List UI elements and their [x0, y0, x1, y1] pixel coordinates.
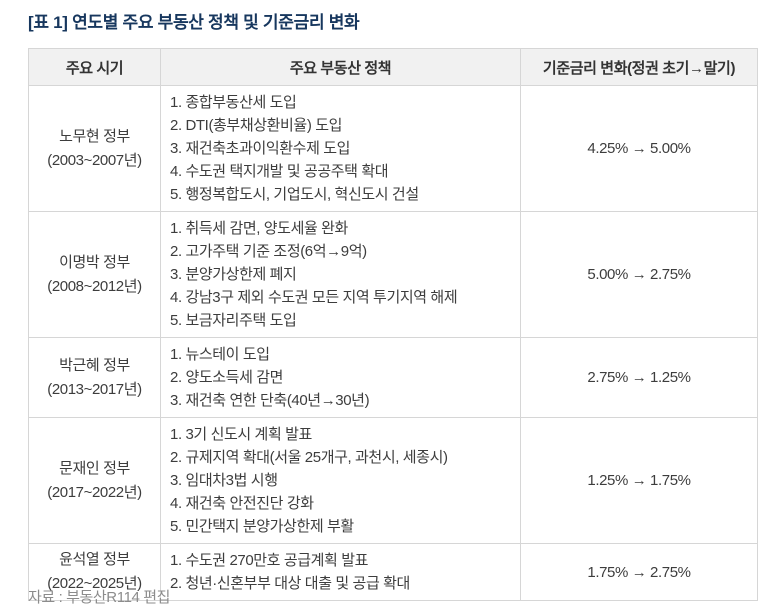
- table-header: 주요 시기 주요 부동산 정책 기준금리 변화(정권 초기→말기): [28, 48, 758, 86]
- period-name: 이명박 정부: [59, 253, 130, 271]
- policy-item: 5. 민간택지 분양가상한제 부활: [170, 518, 354, 535]
- rate-change-cell: 2.75% → 1.25%: [520, 337, 758, 418]
- period-name: 윤석열 정부: [59, 551, 130, 568]
- policy-item: 1. 3기 신도시 계획 발표: [170, 426, 312, 443]
- policies-cell: 1. 취득세 감면, 양도세율 완화 2. 고가주택 기준 조정(6억→9억) 3.…: [160, 211, 521, 338]
- policy-item: 1. 수도권 270만호 공급계획 발표: [170, 552, 369, 569]
- source-note: 자료 : 부동산R114 편집: [28, 589, 171, 606]
- policy-item: 2. 양도소득세 감면: [170, 369, 284, 386]
- policy-item: 5. 보금자리주택 도입: [170, 312, 297, 329]
- period-years: (2022~2025년): [47, 575, 142, 592]
- policy-item: 3. 임대차3법 시행: [170, 472, 278, 489]
- policy-item: 2. 고가주택 기준 조정(6억→9억): [170, 243, 367, 260]
- table-row: 이명박 정부 (2008~2012년) 1. 취득세 감면, 양도세율 완화 2.…: [28, 211, 758, 338]
- policies-cell: 1. 뉴스테이 도입 2. 양도소득세 감면 3. 재건축 연한 단축(40년→30…: [160, 337, 521, 418]
- period-years: (2013~2017년): [47, 380, 142, 398]
- table-row: 박근혜 정부 (2013~2017년) 1. 뉴스테이 도입 2. 양도소득세 감…: [28, 337, 758, 418]
- period-cell: 이명박 정부 (2008~2012년): [28, 211, 161, 338]
- table-row: 문재인 정부 (2017~2022년) 1. 3기 신도시 계획 발표 2. 규제…: [28, 417, 758, 544]
- table-row: 노무현 정부 (2003~2007년) 1. 종합부동산세 도입 2. DTI(총…: [28, 85, 758, 212]
- policy-rate-table: 주요 시기 주요 부동산 정책 기준금리 변화(정권 초기→말기) 노무현 정부…: [28, 48, 758, 601]
- period-years: (2003~2007년): [47, 151, 142, 169]
- policy-item: 3. 재건축초과이익환수제 도입: [170, 140, 351, 157]
- policy-item: 4. 수도권 택지개발 및 공공주택 확대: [170, 163, 389, 180]
- table-row: 윤석열 정부 (2022~2025년) 1. 수도권 270만호 공급계획 발표…: [28, 543, 758, 601]
- period-name: 박근혜 정부: [59, 356, 130, 374]
- rate-change-cell: 1.75% → 2.75%: [520, 543, 758, 601]
- table-body: 노무현 정부 (2003~2007년) 1. 종합부동산세 도입 2. DTI(총…: [28, 85, 758, 601]
- policy-item: 3. 분양가상한제 폐지: [170, 266, 297, 283]
- policies-cell: 1. 종합부동산세 도입 2. DTI(총부채상환비율) 도입 3. 재건축초과이익…: [160, 85, 521, 212]
- rate-change-cell: 1.25% → 1.75%: [520, 417, 758, 544]
- policy-item: 1. 종합부동산세 도입: [170, 94, 297, 111]
- policies-cell: 1. 수도권 270만호 공급계획 발표 2. 청년·신혼부부 대상 대출 및 공…: [160, 543, 521, 601]
- policy-item: 1. 취득세 감면, 양도세율 완화: [170, 220, 348, 237]
- policy-item: 4. 강남3구 제외 수도권 모든 지역 투기지역 해제: [170, 289, 458, 306]
- policies-cell: 1. 3기 신도시 계획 발표 2. 규제지역 확대(서울 25개구, 과천시, …: [160, 417, 521, 544]
- rate-change-cell: 4.25% → 5.00%: [520, 85, 758, 212]
- rate-change-cell: 5.00% → 2.75%: [520, 211, 758, 338]
- policy-item: 1. 뉴스테이 도입: [170, 346, 270, 363]
- period-cell: 문재인 정부 (2017~2022년): [28, 417, 161, 544]
- period-cell: 노무현 정부 (2003~2007년): [28, 85, 161, 212]
- policy-item: 2. DTI(총부채상환비율) 도입: [170, 117, 342, 134]
- policy-item: 5. 행정복합도시, 기업도시, 혁신도시 건설: [170, 186, 419, 203]
- policy-item: 3. 재건축 연한 단축(40년→30년): [170, 392, 370, 409]
- policy-item: 2. 규제지역 확대(서울 25개구, 과천시, 세종시): [170, 449, 448, 466]
- header-rate-change: 기준금리 변화(정권 초기→말기): [520, 48, 758, 86]
- period-name: 노무현 정부: [59, 127, 130, 145]
- period-cell: 윤석열 정부 (2022~2025년): [28, 543, 161, 601]
- policy-item: 4. 재건축 안전진단 강화: [170, 495, 314, 512]
- policy-item: 2. 청년·신혼부부 대상 대출 및 공급 확대: [170, 575, 410, 592]
- period-cell: 박근혜 정부 (2013~2017년): [28, 337, 161, 418]
- page-title: [표 1] 연도별 주요 부동산 정책 및 기준금리 변화: [28, 13, 360, 32]
- period-name: 문재인 정부: [59, 459, 130, 477]
- period-years: (2017~2022년): [47, 483, 142, 501]
- header-policy: 주요 부동산 정책: [160, 48, 521, 86]
- header-period: 주요 시기: [28, 48, 161, 86]
- period-years: (2008~2012년): [47, 277, 142, 295]
